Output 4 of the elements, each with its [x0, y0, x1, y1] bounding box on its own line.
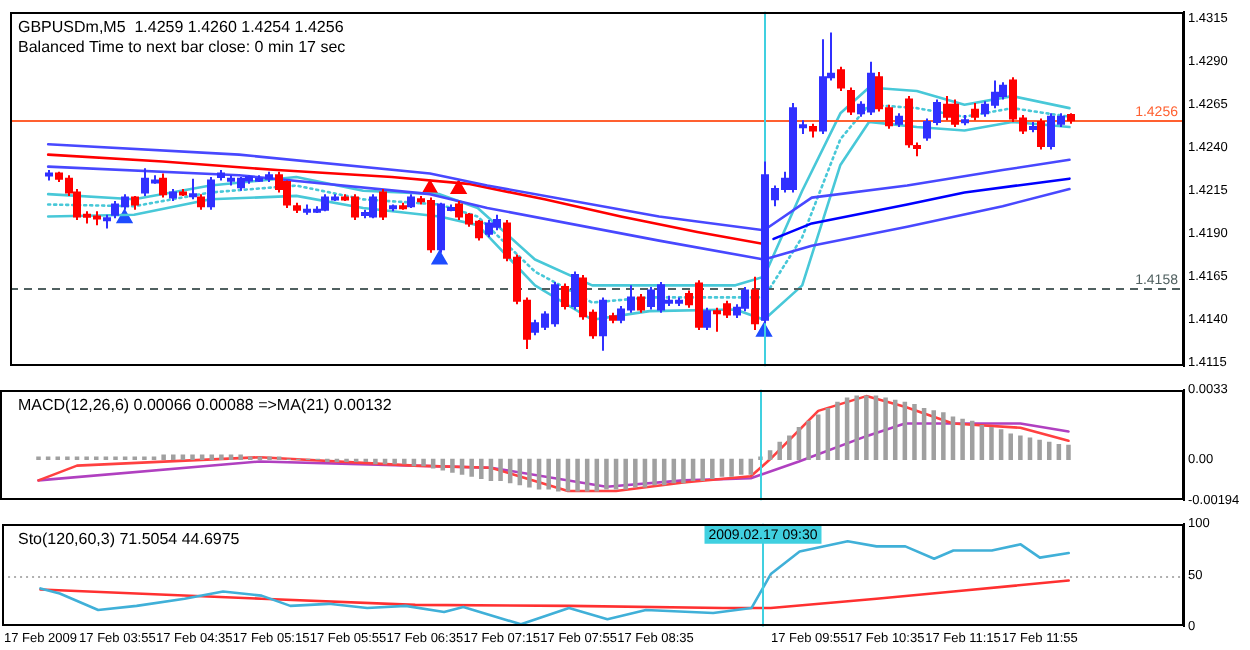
- chart-title: MACD(12,26,6) 0.00066 0.00088 =>MA(21) 0.00132: [18, 396, 392, 416]
- chart-title: Sto(120,60,3) 71.5054 44.6975: [18, 530, 240, 550]
- text: Balanced Time to next bar close: 0 min 17 sec: [18, 38, 346, 58]
- chart-title: GBPUSDm,M5 1.4259 1.4260 1.4254 1.4256: [18, 18, 344, 38]
